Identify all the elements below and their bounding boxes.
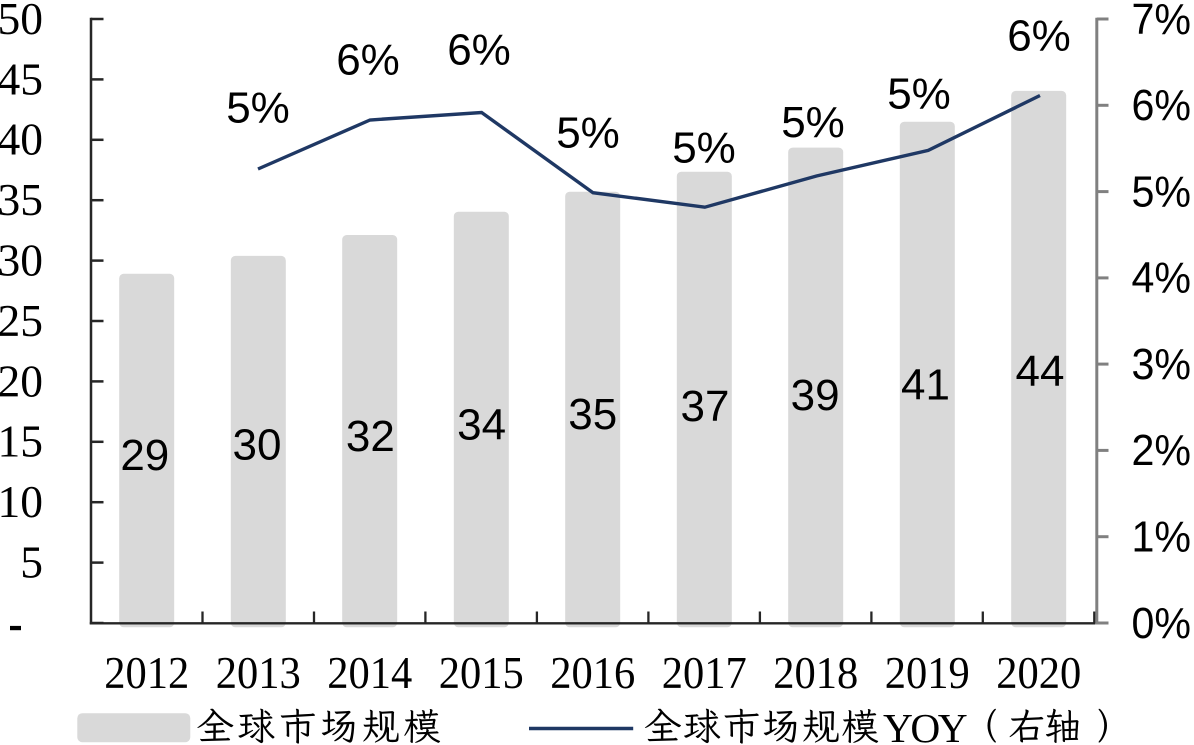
svg-text:2014: 2014 xyxy=(327,647,412,698)
svg-text:2016: 2016 xyxy=(550,647,635,698)
svg-text:32: 32 xyxy=(346,412,395,461)
svg-text:2017: 2017 xyxy=(662,647,747,698)
svg-text:6%: 6% xyxy=(447,26,511,75)
svg-text:5: 5 xyxy=(20,537,43,588)
svg-text:39: 39 xyxy=(791,371,840,420)
svg-text:50: 50 xyxy=(0,0,43,44)
svg-text:30: 30 xyxy=(0,235,43,286)
svg-text:15: 15 xyxy=(0,416,43,467)
svg-text:2015: 2015 xyxy=(439,647,524,698)
svg-text:YOY: YOY xyxy=(883,705,967,745)
svg-text:35: 35 xyxy=(0,174,43,225)
svg-text:5%: 5% xyxy=(781,98,845,147)
svg-text:3%: 3% xyxy=(1132,340,1192,389)
svg-text:5%: 5% xyxy=(226,84,290,133)
svg-text:37: 37 xyxy=(681,382,730,431)
svg-text:29: 29 xyxy=(120,431,169,480)
svg-text:35: 35 xyxy=(568,390,617,439)
svg-text:6%: 6% xyxy=(1132,81,1192,130)
svg-text:41: 41 xyxy=(901,360,950,409)
svg-text:6%: 6% xyxy=(1007,11,1071,60)
svg-text:40: 40 xyxy=(0,114,43,165)
svg-text:45: 45 xyxy=(0,53,43,104)
svg-text:4%: 4% xyxy=(1132,254,1192,303)
svg-text:2%: 2% xyxy=(1132,426,1192,475)
svg-text:5%: 5% xyxy=(1132,167,1192,216)
svg-text:34: 34 xyxy=(457,401,506,450)
svg-text:2019: 2019 xyxy=(885,647,970,698)
svg-text:5%: 5% xyxy=(672,124,736,173)
svg-text:30: 30 xyxy=(233,421,282,470)
svg-text:44: 44 xyxy=(1016,347,1065,396)
svg-text:0%: 0% xyxy=(1132,599,1192,648)
svg-text:5%: 5% xyxy=(887,70,951,119)
svg-text:2018: 2018 xyxy=(773,647,858,698)
svg-text:25: 25 xyxy=(0,295,43,346)
svg-text:2013: 2013 xyxy=(216,647,301,698)
svg-text:10: 10 xyxy=(0,476,43,527)
svg-text:5%: 5% xyxy=(556,108,620,157)
svg-text:6%: 6% xyxy=(336,36,400,85)
svg-text:7%: 7% xyxy=(1132,0,1192,44)
svg-text:1%: 1% xyxy=(1132,513,1192,562)
svg-text:20: 20 xyxy=(0,355,43,406)
svg-text:2020: 2020 xyxy=(996,647,1081,698)
svg-text:2012: 2012 xyxy=(104,647,189,698)
